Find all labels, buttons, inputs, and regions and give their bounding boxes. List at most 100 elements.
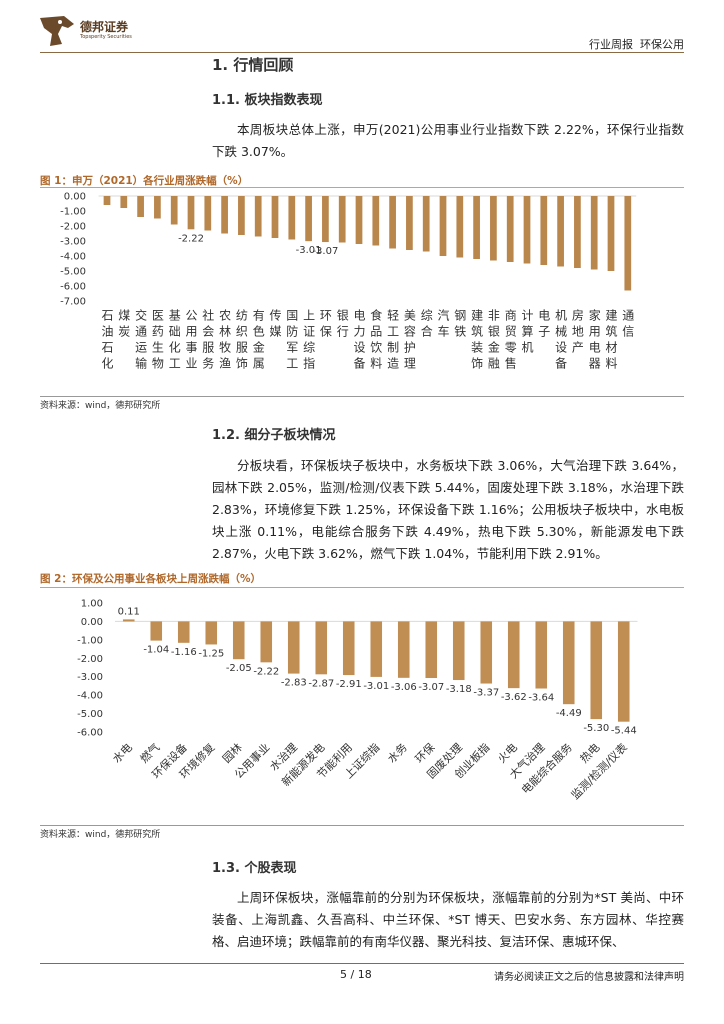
bar <box>187 196 195 230</box>
x-tick-label: 传媒 <box>268 308 282 341</box>
data-label: -4.49 <box>556 708 582 719</box>
data-label: -3.07 <box>418 682 444 693</box>
bar <box>574 196 581 268</box>
paragraph: 本周板块总体上涨，申万(2021)公用事业行业指数下跌 2.22%，环保行业指数… <box>212 122 684 159</box>
data-label: -5.30 <box>583 723 609 734</box>
bar <box>322 196 329 243</box>
data-label: -3.64 <box>528 693 554 704</box>
bar <box>624 196 632 291</box>
bar <box>523 196 531 264</box>
x-tick-label: 水务 <box>385 741 410 766</box>
bar <box>617 621 630 722</box>
bar <box>397 621 410 678</box>
data-label: -3.62 <box>501 692 527 703</box>
data-label: -2.05 <box>226 663 252 674</box>
y-tick-label: -6.00 <box>60 282 86 293</box>
x-tick-label: 国防军工 <box>285 309 299 373</box>
x-tick-label: 美容护理 <box>402 309 416 373</box>
x-tick-label: 食品饮料 <box>369 308 383 373</box>
x-tick-label: 钢铁 <box>453 309 467 341</box>
bar <box>305 196 312 242</box>
data-label: -3.01 <box>363 681 389 692</box>
bar <box>557 196 564 267</box>
section-title: 1.1. 板块指数表现 <box>212 93 323 108</box>
y-tick-label: -3.00 <box>77 672 103 683</box>
bar <box>590 196 598 270</box>
figure-caption: 图 2：环保及公用事业各板块上周涨跌幅（%） <box>40 573 261 585</box>
bar <box>355 196 363 244</box>
bar <box>540 196 548 265</box>
y-tick-label: -2.00 <box>77 654 103 665</box>
bar <box>425 621 438 679</box>
x-tick-label: 建筑装饰 <box>470 309 484 373</box>
data-label: -3.07 <box>312 246 338 257</box>
bar <box>389 196 396 249</box>
bar <box>590 621 603 720</box>
bar <box>232 621 245 660</box>
bar <box>607 196 615 271</box>
data-label: -3.37 <box>473 688 499 699</box>
y-tick-label: -3.00 <box>60 237 86 248</box>
bar <box>507 621 520 689</box>
section-title: 1.2. 细分子板块情况 <box>212 428 336 443</box>
bar <box>406 196 413 250</box>
y-tick-label: -1.00 <box>60 207 86 218</box>
bar <box>422 196 430 252</box>
paragraph: 上周环保板块，涨幅靠前的分别为环保板块，涨幅靠前的分别为*ST 美尚、中环装备、… <box>212 890 684 949</box>
data-label: -3.06 <box>391 682 417 693</box>
x-tick-label: 建筑材料 <box>604 309 618 373</box>
bar <box>506 196 514 262</box>
header-rule <box>40 52 684 53</box>
x-tick-label: 交通运输 <box>134 308 148 373</box>
x-tick-label: 石油石化 <box>100 309 114 373</box>
x-tick-label: 环保 <box>318 309 332 341</box>
chart: 0.00 -1.00 -2.00 -3.00 -4.00 -5.00 -6.00 -7.00 石… <box>60 192 637 373</box>
data-label: -1.16 <box>171 647 197 658</box>
x-tick-label: 煤炭 <box>117 309 131 341</box>
x-tick-label: 有色金属 <box>251 309 265 373</box>
bar <box>342 621 355 676</box>
data-label: -1.04 <box>143 645 169 656</box>
page-number: 5 / 18 <box>340 968 372 981</box>
disclaimer: 请务必阅读正文之后的信息披露和法律声明 <box>494 972 684 983</box>
bar <box>338 196 346 243</box>
y-tick-label: -6.00 <box>77 728 103 739</box>
data-label: -2.22 <box>178 233 204 244</box>
x-tick-label: 商贸零售 <box>503 308 517 373</box>
y-tick-label: 0.00 <box>81 617 103 628</box>
bar <box>271 196 279 238</box>
source-rule <box>40 396 684 397</box>
bar <box>287 621 300 674</box>
data-label: -2.83 <box>281 678 307 689</box>
bar <box>122 619 135 622</box>
y-tick-label: -7.00 <box>60 297 86 308</box>
report-type: 行业周报 环保公用 <box>589 38 684 51</box>
bar <box>490 196 497 261</box>
bar <box>315 621 328 675</box>
bar <box>480 621 493 684</box>
bar <box>205 621 218 645</box>
bar <box>170 196 178 225</box>
bar <box>150 621 163 641</box>
logo-name: 德邦证券 <box>80 20 129 34</box>
bar <box>456 196 464 258</box>
data-label: 0.11 <box>118 606 140 617</box>
bar <box>288 196 296 240</box>
chart: 1.00 0.00 -1.00 -2.00 -3.00 -4.00 -5.00 -6.00 0.… <box>77 599 638 802</box>
data-label: -3.18 <box>446 684 472 695</box>
x-tick-label: 轻工制造 <box>386 309 400 373</box>
source-rule <box>40 825 684 826</box>
bar <box>137 196 144 217</box>
bar <box>473 196 480 259</box>
footer-rule <box>40 963 684 964</box>
bar <box>370 621 383 677</box>
bar <box>260 621 273 663</box>
data-label: -2.22 <box>253 666 279 677</box>
y-tick-label: 1.00 <box>81 599 103 610</box>
x-tick-label: 电力设备 <box>352 309 366 373</box>
x-tick-label: 机械设备 <box>554 309 568 373</box>
data-label: -5.44 <box>611 726 637 737</box>
x-tick-label: 通信 <box>621 309 635 341</box>
source: 资料来源：wind，德邦研究所 <box>40 401 161 411</box>
